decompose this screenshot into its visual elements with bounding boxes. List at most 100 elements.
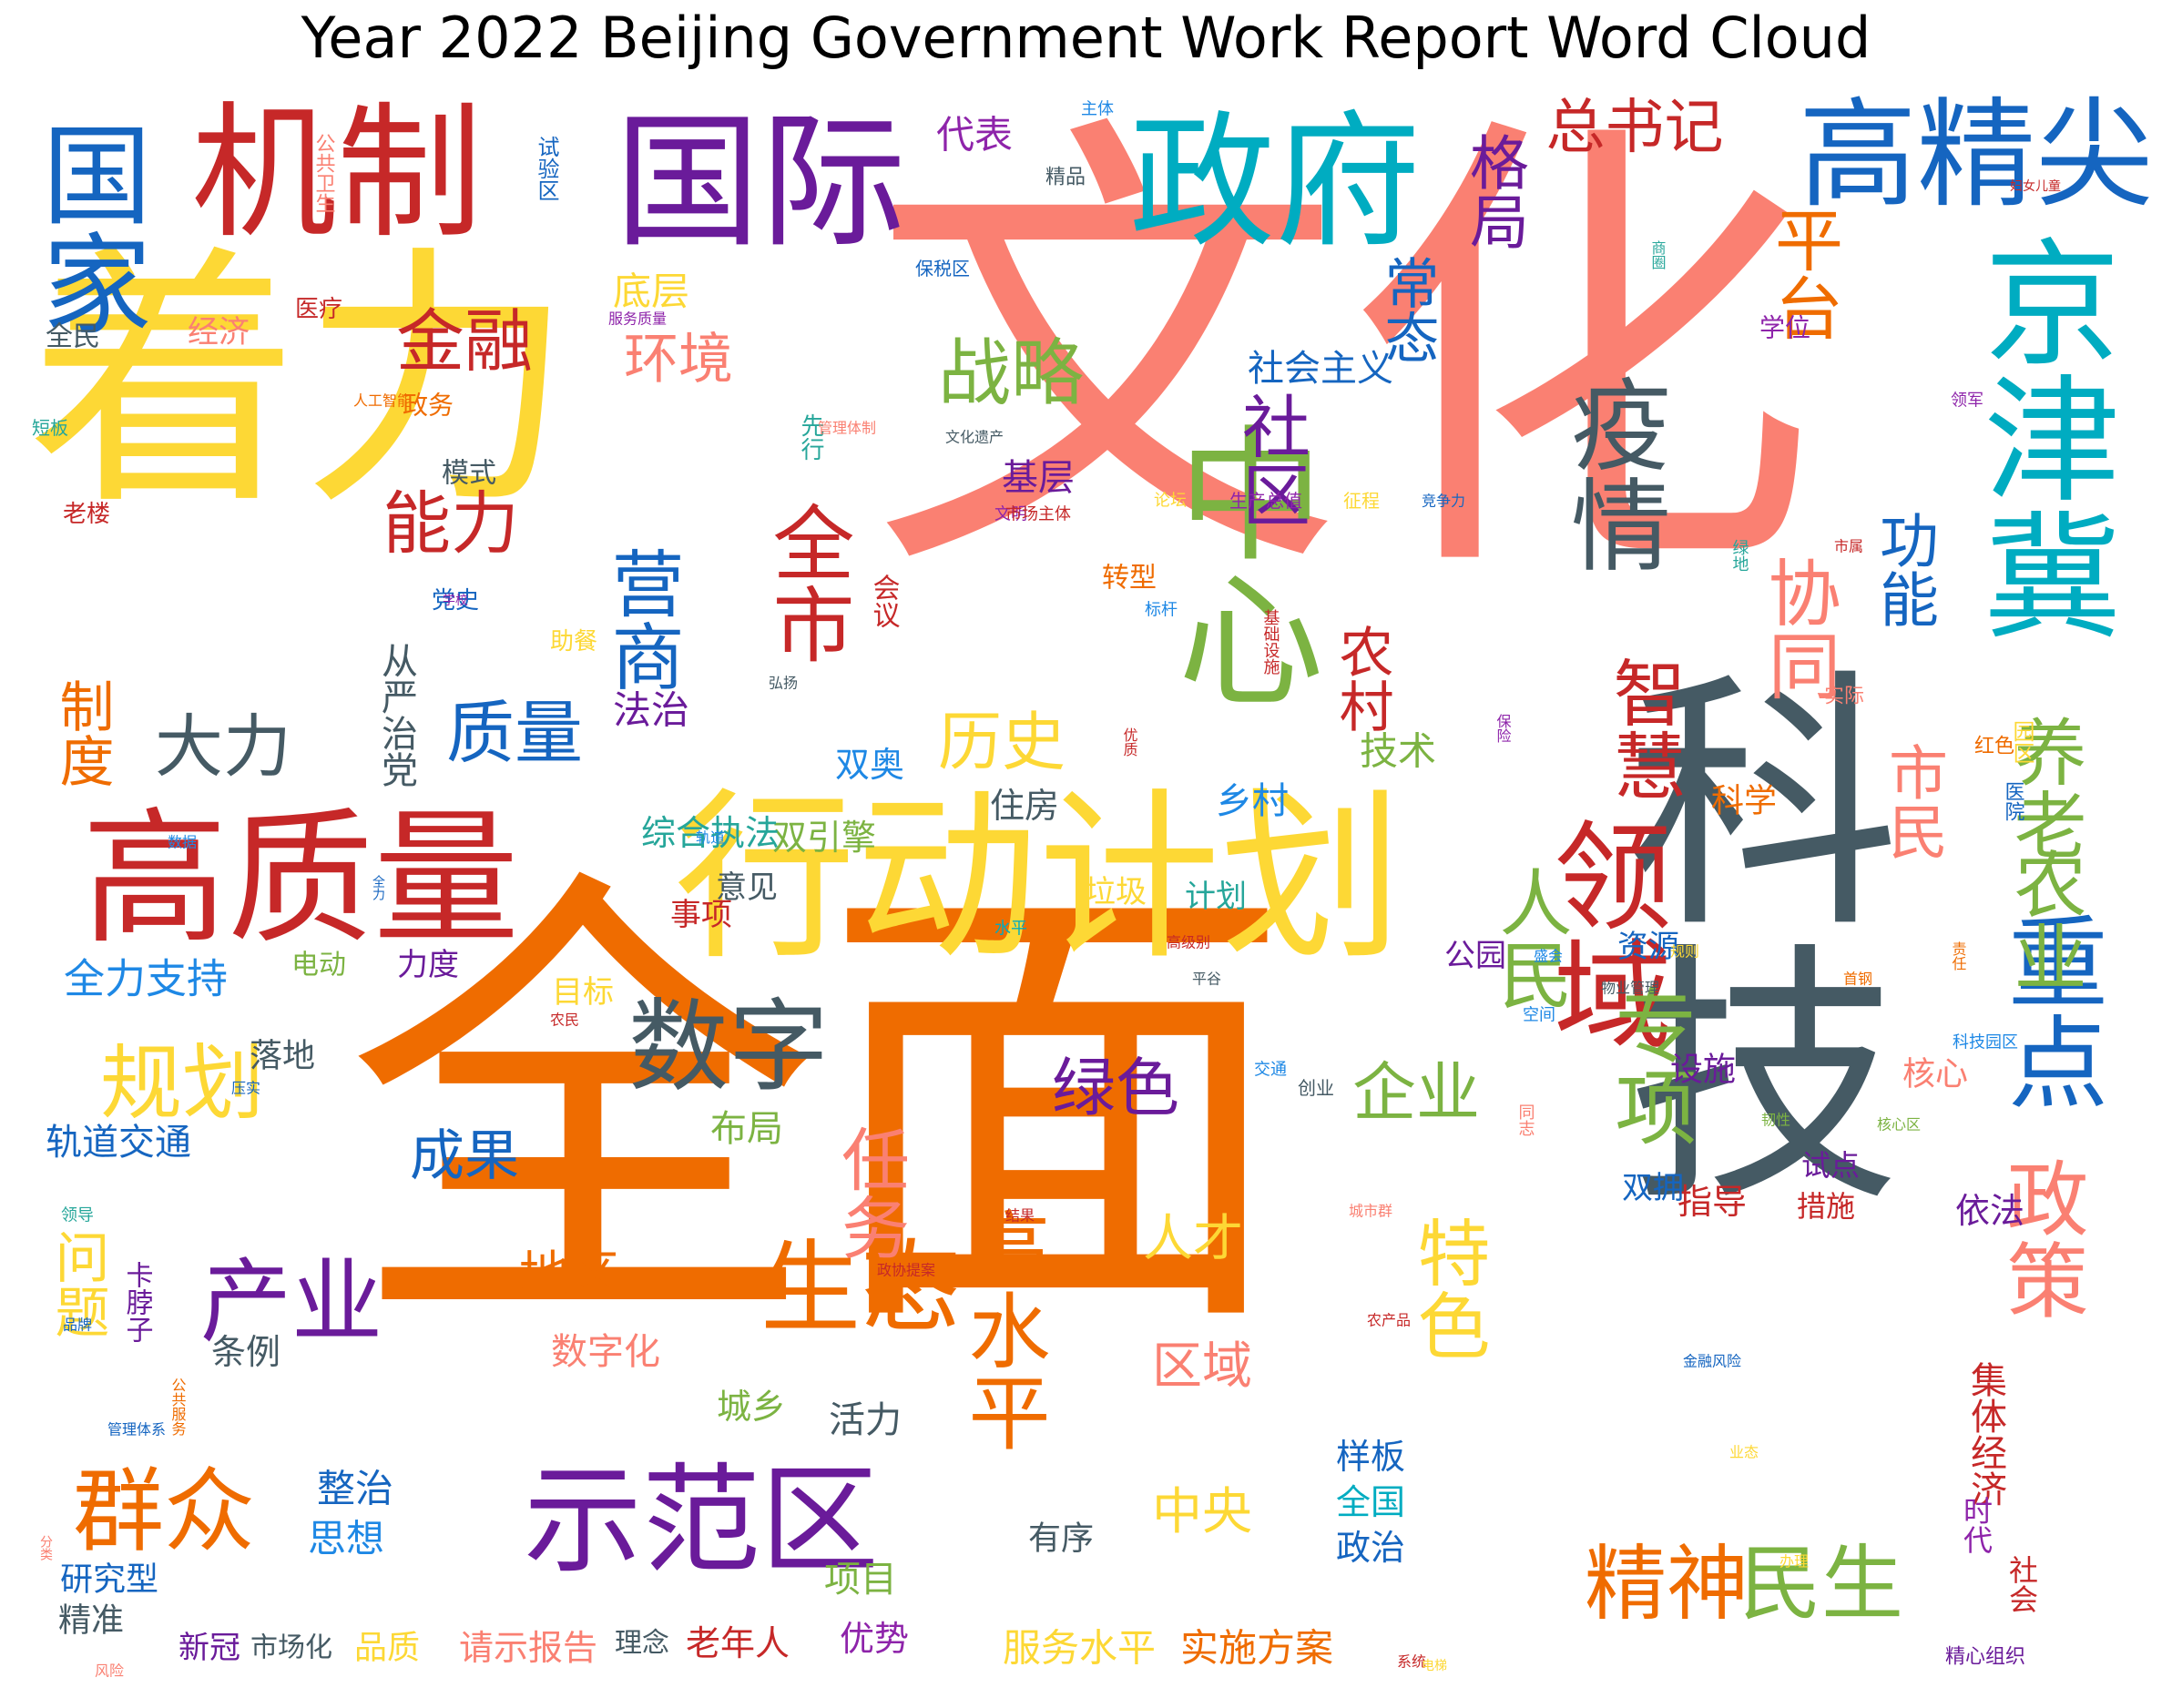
word-item: 水平 [994, 920, 1027, 939]
word-item: 首钢 [1843, 971, 1872, 988]
word-item: 电动 [291, 950, 346, 981]
word-item: 落地 [250, 1038, 315, 1075]
word-item: 政府 [1129, 97, 1421, 268]
word-item: 妇女儿童 [2010, 178, 2061, 194]
word-item: 品牌 [63, 1317, 92, 1334]
chart-title: Year 2022 Beijing Government Work Report… [301, 5, 1871, 71]
word-item: 专项 [1601, 983, 1697, 1147]
word-item: 计划 [1185, 879, 1247, 915]
word-item: 机制 [191, 88, 483, 259]
word-item: 核心 [1902, 1056, 1968, 1093]
word-item: 电梯 [1422, 1659, 1447, 1673]
word-item: 高质量 [82, 794, 519, 964]
word-item: 有序 [1028, 1520, 1094, 1558]
word-item: 商圈 [1649, 240, 1667, 269]
word-item: 功能 [1870, 510, 1938, 628]
word-item: 金融 [396, 301, 533, 381]
word-item: 规则 [1670, 943, 1699, 961]
word-item: 征程 [1343, 490, 1380, 512]
word-item: 研究型 [60, 1561, 158, 1599]
word-item: 标杆 [1145, 601, 1178, 620]
word-item: 农民 [550, 1012, 579, 1029]
word-item: 平谷 [1192, 971, 1221, 988]
word-item: 示范区 [524, 1451, 879, 1590]
word-item: 领域 [1534, 815, 1672, 1052]
word-item: 会议 [868, 574, 900, 628]
word-item: 短板 [32, 417, 68, 439]
word-item: 企业 [1352, 1055, 1480, 1130]
word-item: 分类 [38, 1535, 53, 1561]
word-item: 经济 [188, 314, 250, 351]
word-item: 历史 [938, 705, 1066, 779]
word-item: 中央 [1152, 1482, 1252, 1540]
word-item: 系统 [1397, 1653, 1426, 1671]
word-item: 人民 [1488, 865, 1573, 1011]
word-item: 中心 [1154, 419, 1324, 710]
word-item: 双引擎 [772, 818, 876, 858]
word-item: 党史 [432, 587, 479, 615]
word-item: 主体 [1081, 100, 1114, 119]
word-item: 综合执法 [641, 813, 780, 853]
word-item: 领导 [61, 1206, 94, 1225]
word-item: 人才 [1143, 1209, 1243, 1267]
word-item: 公共卫生 [312, 133, 335, 213]
word-item: 营商 [600, 546, 685, 692]
word-item: 风险 [95, 1662, 124, 1680]
word-item: 制度 [50, 678, 114, 788]
word-item: 指导 [1677, 1182, 1747, 1222]
word-item: 物业管理 [1601, 980, 1659, 997]
word-item: 政策 [1993, 1156, 2088, 1320]
word-item: 市民 [1879, 742, 1947, 860]
word-item: 智慧 [1602, 656, 1687, 801]
word-item: 高级别 [1167, 934, 1210, 951]
word-item: 着力 [27, 224, 574, 542]
word-item: 国际 [615, 97, 906, 268]
word-item: 科学 [1711, 783, 1777, 820]
word-item: 区域 [1152, 1337, 1252, 1395]
word-item: 理念 [615, 1628, 669, 1660]
word-item: 空间 [1523, 1006, 1555, 1025]
word-item: 学位 [1759, 313, 1810, 343]
word-item: 意见 [716, 869, 778, 906]
word-item: 布局 [710, 1108, 783, 1150]
word-item: 实际 [1824, 686, 1864, 708]
word-item: 资源 [1617, 929, 1679, 965]
word-item: 样板 [1336, 1437, 1405, 1477]
word-item: 保税区 [915, 258, 970, 280]
word-item: 目标 [552, 974, 614, 1011]
word-item: 老年人 [686, 1623, 790, 1663]
word-item: 高精尖 [1799, 86, 2154, 224]
word-item: 大力 [155, 707, 291, 787]
word-item: 政治 [1336, 1528, 1405, 1568]
word-item: 责任 [1950, 941, 1967, 971]
word-item: 环境 [624, 328, 733, 391]
word-item: 措施 [1797, 1189, 1855, 1224]
word-item: 代表 [936, 113, 1013, 158]
word-item: 品质 [354, 1630, 420, 1667]
word-item: 格局 [1460, 132, 1529, 250]
word-item: 基层 [1002, 457, 1075, 499]
word-item: 设施 [1670, 1052, 1736, 1089]
word-item: 地区 [519, 1245, 619, 1304]
word-item: 能力 [382, 483, 519, 564]
word-item: 特色 [1406, 1215, 1491, 1361]
word-item: 医院 [2002, 781, 2024, 821]
word-item: 精神 [1585, 1537, 1749, 1632]
word-item: 农村 [1330, 624, 1393, 733]
word-item: 弘扬 [769, 675, 798, 692]
word-item: 管理体制 [818, 420, 876, 437]
word-item: 重点 [1991, 910, 2107, 1111]
word-item: 办理 [1779, 1553, 1809, 1571]
word-item: 管理体系 [107, 1421, 166, 1439]
word-item: 成果 [410, 1124, 519, 1188]
word-item: 城乡 [717, 1387, 786, 1427]
word-item: 请示报告 [459, 1628, 597, 1668]
word-item: 数字化 [551, 1331, 660, 1373]
word-item: 全国 [1336, 1482, 1405, 1522]
word-item: 领军 [1951, 391, 1983, 411]
word-item: 依法 [1955, 1191, 2024, 1231]
word-item: 双拥 [1622, 1170, 1684, 1206]
word-item: 实施方案 [1180, 1626, 1333, 1671]
word-item: 精心组织 [1945, 1646, 2025, 1669]
